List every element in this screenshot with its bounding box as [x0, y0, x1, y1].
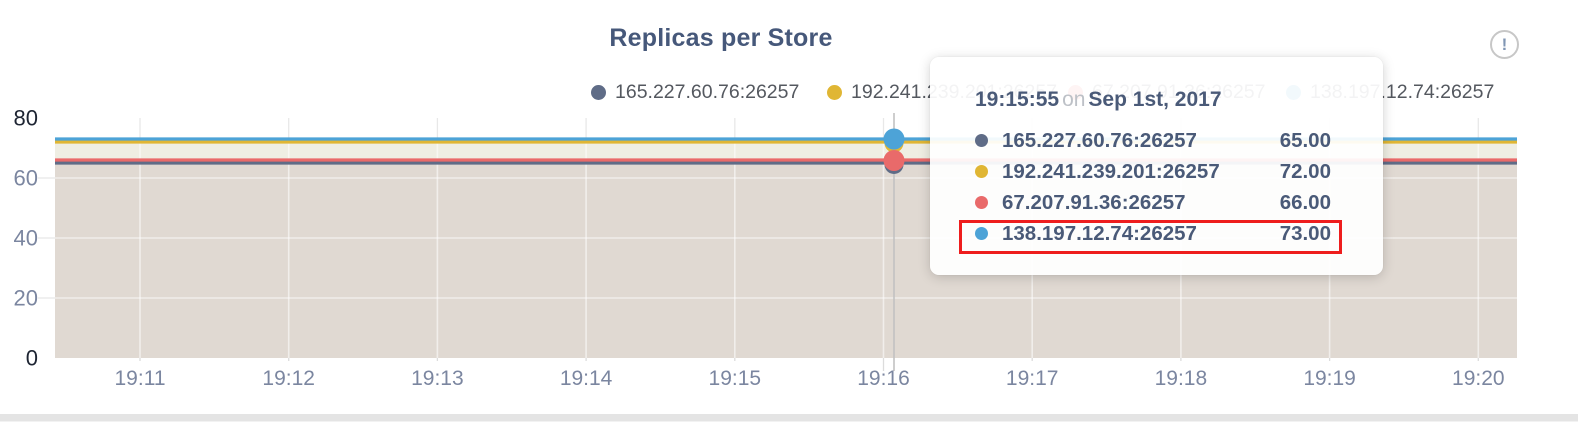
tooltip-series-label: 138.197.12.74:26257	[1002, 221, 1197, 245]
panel-divider	[0, 414, 1578, 422]
tooltip-series-value: 73.00	[1279, 221, 1331, 245]
tooltip-series-value: 72.00	[1279, 159, 1331, 183]
x-axis-tick-label: 19:17	[1006, 367, 1059, 390]
x-axis-tick-label: 19:18	[1155, 367, 1208, 390]
exclamation-glyph: !	[1501, 34, 1508, 54]
tooltip-series-dot	[975, 134, 988, 147]
x-axis-tick-label: 19:19	[1303, 367, 1356, 390]
hover-point-red	[883, 150, 905, 171]
y-axis-tick-label: 0	[26, 346, 38, 371]
tooltip-date: Sep 1st, 2017	[1088, 88, 1222, 111]
tooltip-series-value: 65.00	[1279, 128, 1331, 152]
x-axis-tick-label: 19:20	[1452, 367, 1505, 390]
tooltip-rows: 165.227.60.76:26257 65.00 192.241.239.201:…	[975, 125, 1331, 249]
x-axis-tick-label: 19:15	[709, 367, 762, 390]
tooltip-series-label: 192.241.239.201:26257	[1002, 159, 1220, 183]
hover-tooltip: 19:15:55 on Sep 1st, 2017 165.227.60.76:26…	[930, 57, 1383, 275]
tooltip-series-label: 165.227.60.76:26257	[1002, 128, 1197, 152]
y-axis-tick-label: 80	[14, 106, 38, 131]
info-icon[interactable]: !	[1490, 30, 1519, 59]
tooltip-series-dot	[975, 227, 988, 240]
legend-series-dot	[591, 85, 606, 100]
x-axis-tick-label: 19:12	[262, 367, 315, 390]
x-axis-tick-label: 19:11	[115, 367, 166, 390]
x-axis-tick-label: 19:14	[560, 367, 613, 390]
tooltip-time: 19:15:55	[975, 88, 1060, 111]
hover-point-blue	[883, 128, 905, 150]
tooltip-series-value: 66.00	[1279, 190, 1331, 214]
tooltip-series-label: 67.207.91.36:26257	[1002, 190, 1186, 214]
tooltip-header: 19:15:55 on Sep 1st, 2017	[975, 88, 1331, 112]
tooltip-row-highlighted: 138.197.12.74:26257 73.00	[975, 218, 1331, 249]
tooltip-row: 67.207.91.36:26257 66.00	[975, 187, 1331, 218]
chart-title: Replicas per Store	[609, 24, 833, 52]
legend-series-label: 165.227.60.76:26257	[615, 81, 800, 103]
y-axis-tick-label: 20	[14, 286, 38, 311]
tooltip-row: 192.241.239.201:26257 72.00	[975, 156, 1331, 187]
legend-series-dot	[827, 85, 842, 100]
y-axis-tick-label: 40	[14, 226, 38, 251]
tooltip-on-word: on	[1062, 88, 1086, 111]
legend-item[interactable]: 165.227.60.76:26257	[591, 81, 799, 104]
x-axis-tick-label: 19:13	[411, 367, 464, 390]
annotation-highlight-box	[959, 220, 1342, 254]
tooltip-series-dot	[975, 165, 988, 178]
y-axis-tick-label: 60	[14, 166, 38, 191]
tooltip-series-dot	[975, 196, 988, 209]
x-axis-tick-label: 19:16	[857, 367, 910, 390]
tooltip-row: 165.227.60.76:26257 65.00	[975, 125, 1331, 156]
